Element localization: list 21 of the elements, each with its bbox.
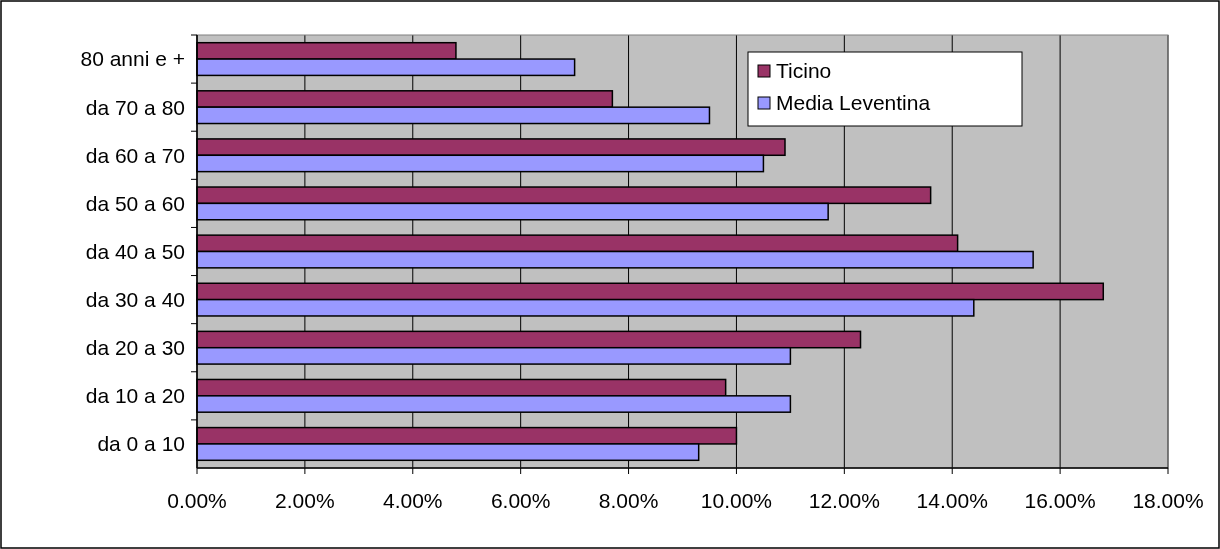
y-tick-label: 80 anni e + bbox=[80, 47, 185, 71]
x-tick-label: 18.00% bbox=[1132, 489, 1204, 512]
y-tick-label: da 50 a 60 bbox=[85, 191, 185, 215]
y-tick-label: da 30 a 40 bbox=[85, 287, 185, 311]
y-tick-label: da 0 a 10 bbox=[97, 432, 185, 456]
y-tick-label: da 40 a 50 bbox=[85, 239, 185, 263]
y-tick-label: da 60 a 70 bbox=[85, 143, 185, 167]
legend-label: Ticino bbox=[776, 59, 832, 83]
x-tick-label: 12.00% bbox=[808, 489, 880, 512]
x-tick-label: 16.00% bbox=[1024, 489, 1096, 512]
legend-label: Media Leventina bbox=[776, 91, 931, 115]
y-tick-label: da 20 a 30 bbox=[85, 336, 185, 360]
x-tick-label: 4.00% bbox=[383, 489, 443, 512]
x-tick-label: 2.00% bbox=[275, 489, 335, 512]
x-tick-label: 14.00% bbox=[916, 489, 988, 512]
y-tick-label: da 70 a 80 bbox=[85, 95, 185, 119]
x-tick-label: 10.00% bbox=[700, 489, 773, 512]
y-tick-label: da 10 a 20 bbox=[85, 384, 185, 408]
x-tick-label: 8.00% bbox=[598, 489, 659, 512]
x-tick-label: 6.00% bbox=[490, 489, 551, 512]
x-tick-label: 0.00% bbox=[167, 489, 227, 512]
